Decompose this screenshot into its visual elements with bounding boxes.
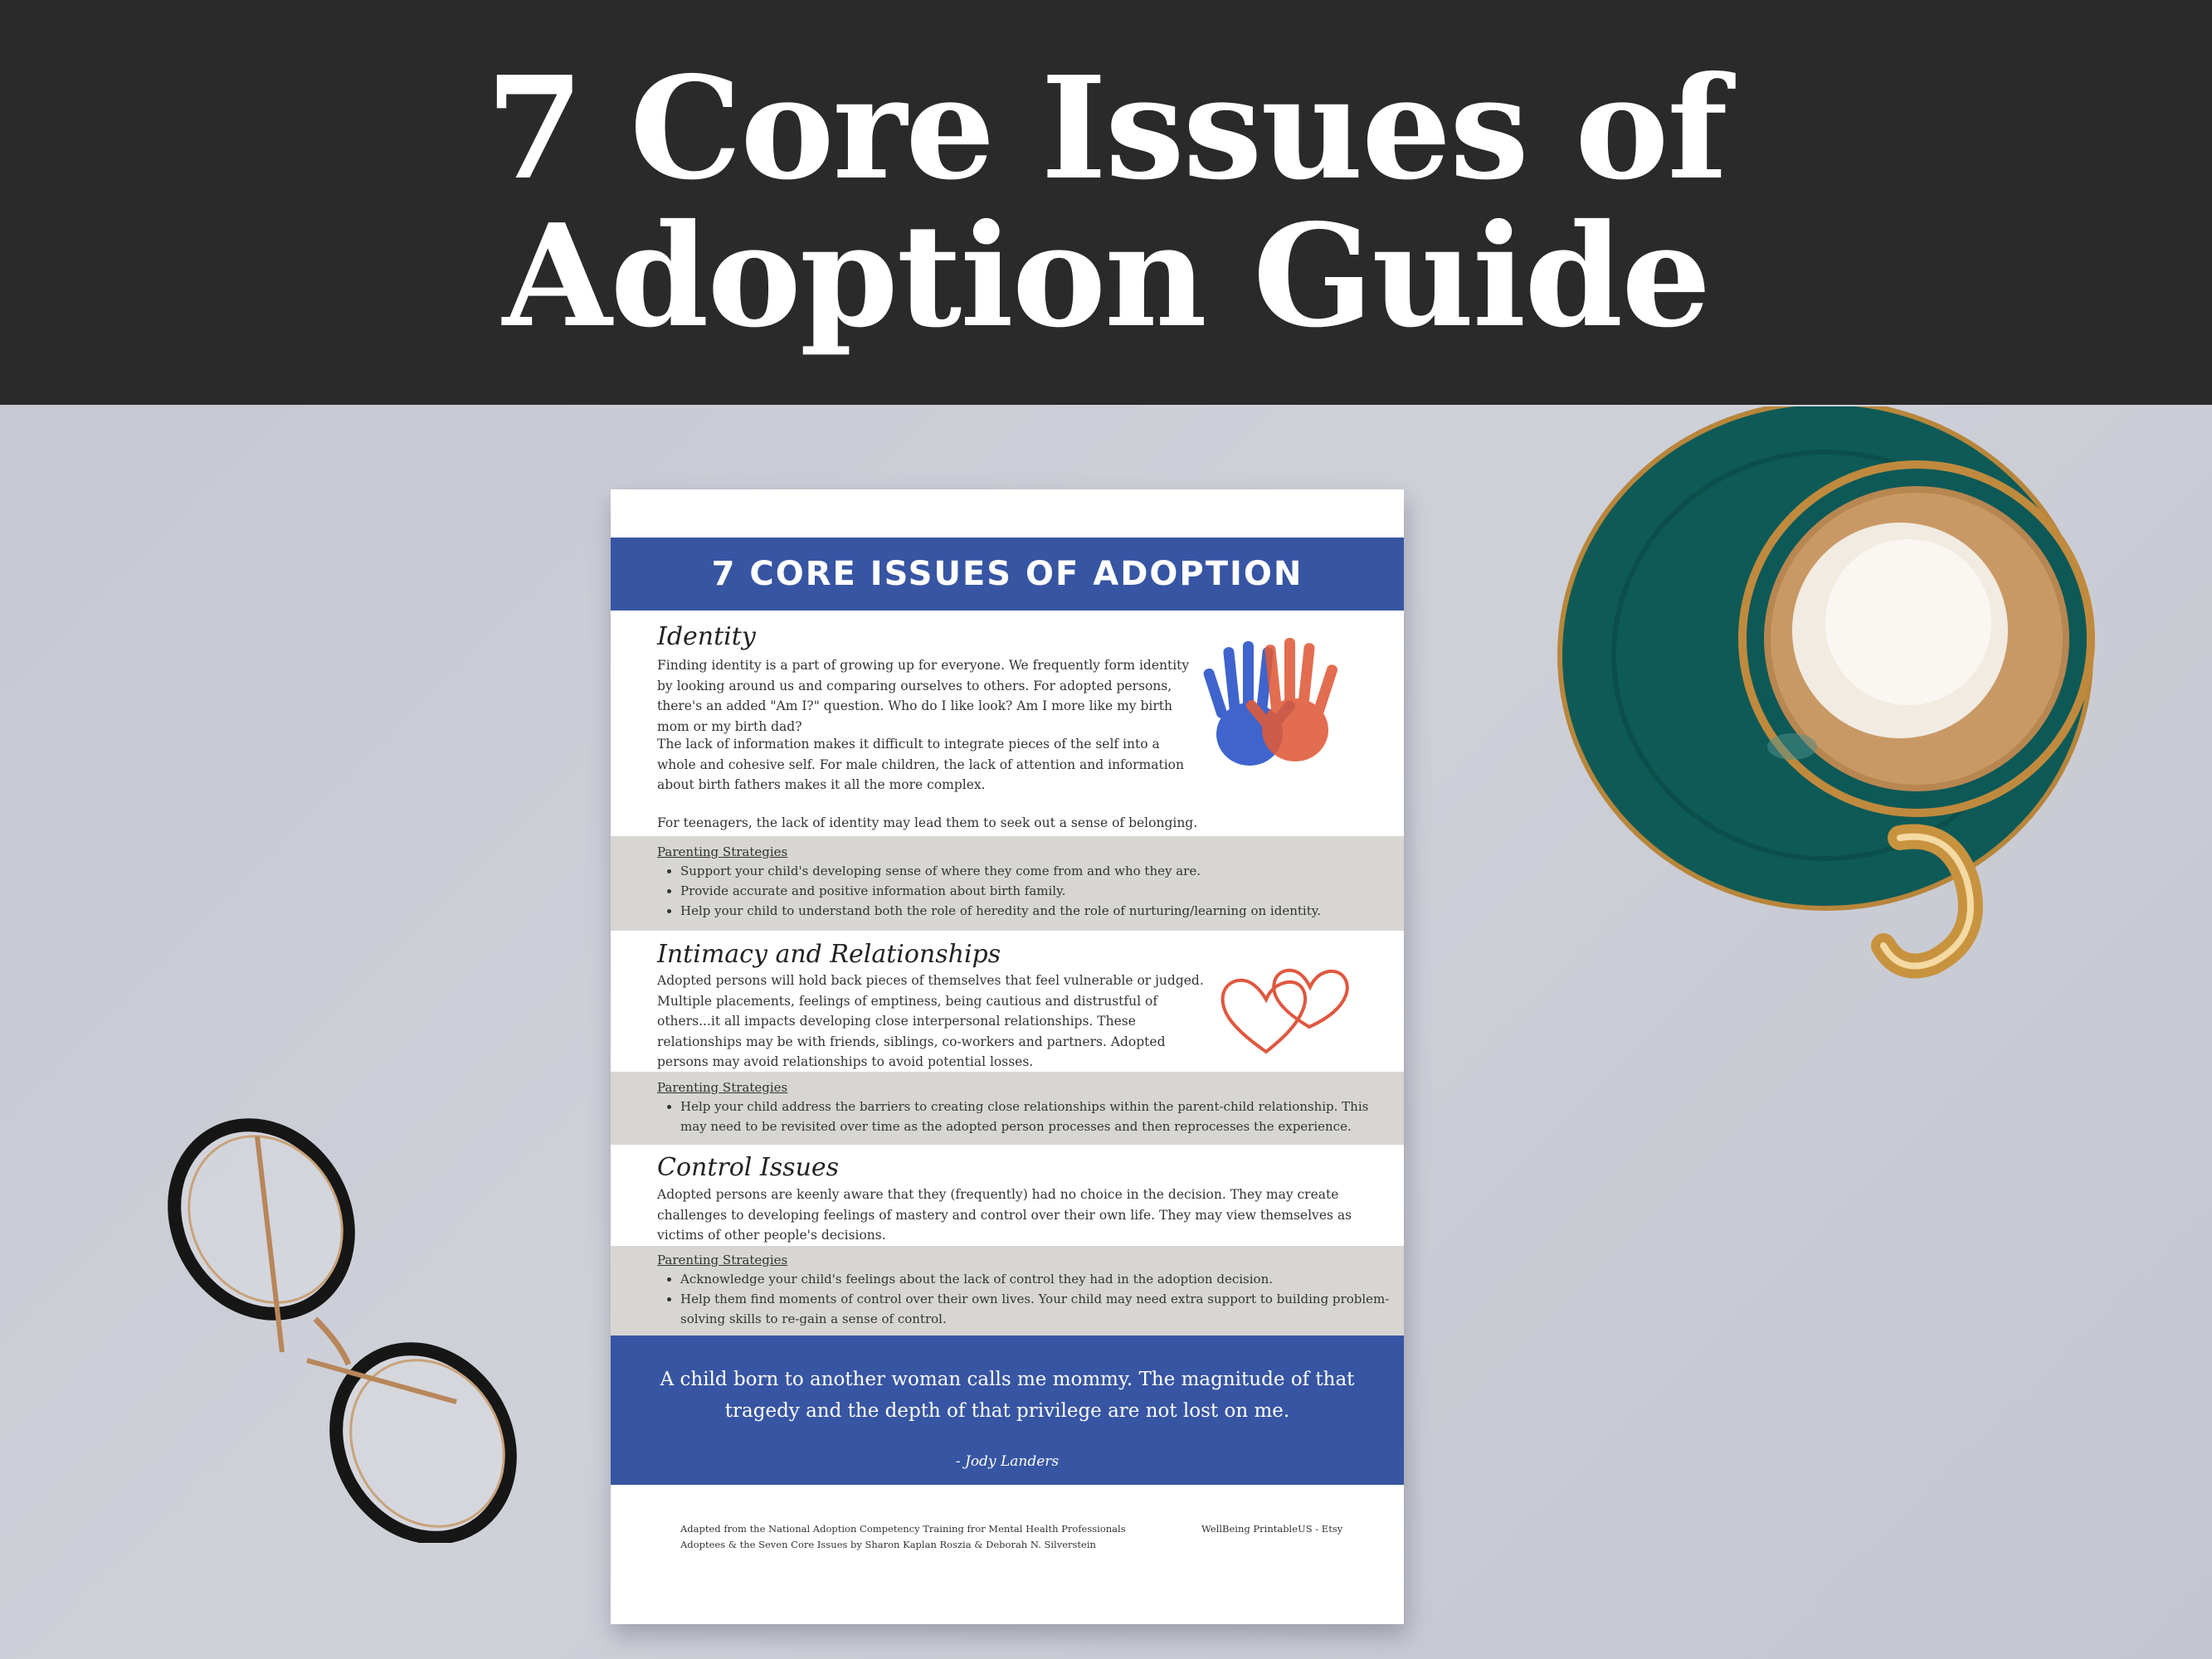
list-item: Help your child address the barriers to … (680, 1097, 1394, 1136)
document-title-bar: 7 CORE ISSUES OF ADOPTION (611, 538, 1404, 611)
intimacy-strategies-box: Parenting Strategies Help your child add… (611, 1072, 1404, 1145)
intimacy-paragraph: Adopted persons will hold back pieces of… (657, 973, 1204, 1069)
banner-title-line1: 7 Core Issues of (485, 46, 1727, 212)
title-banner: 7 Core Issues of Adoption Guide (0, 0, 2212, 405)
section-heading-intimacy: Intimacy and Relationships (657, 940, 1001, 969)
control-strategies-label: Parenting Strategies (657, 1253, 788, 1267)
quote-author: - Jody Landers (955, 1453, 1060, 1470)
intimacy-strategies-label: Parenting Strategies (657, 1080, 788, 1095)
list-item: Help them find moments of control over t… (680, 1289, 1394, 1329)
identity-paragraph-2: The lack of information makes it difficu… (657, 737, 1184, 792)
hearts-icon (1220, 968, 1349, 1054)
identity-paragraph-1: Finding identity is a part of growing up… (657, 658, 1190, 734)
guide-document: 7 CORE ISSUES OF ADOPTION Identity Findi… (611, 489, 1404, 1624)
list-item: Support your child's developing sense of… (680, 861, 1394, 881)
identity-strategies-label: Parenting Strategies (657, 844, 788, 859)
quote-text: A child born to another woman calls me m… (660, 1369, 1355, 1422)
handprints-icon (1203, 638, 1337, 766)
footer-credit: WellBeing PrintableUS - Etsy (1201, 1523, 1343, 1535)
eyeglasses-icon (168, 1118, 517, 1543)
identity-strategies-list: Support your child's developing sense of… (657, 861, 1394, 921)
document-title: 7 CORE ISSUES OF ADOPTION (711, 555, 1303, 593)
list-item: Provide accurate and positive informatio… (680, 881, 1394, 901)
identity-paragraph-3: For teenagers, the lack of identity may … (657, 815, 1198, 830)
control-paragraph: Adopted persons are keenly aware that th… (657, 1187, 1352, 1243)
intimacy-strategies-list: Help your child address the barriers to … (657, 1097, 1394, 1136)
footer-source-line-2: Adoptees & the Seven Core Issues by Shar… (680, 1539, 1096, 1550)
identity-strategies-box: Parenting Strategies Support your child'… (611, 836, 1404, 931)
section-heading-control: Control Issues (657, 1153, 840, 1182)
control-strategies-box: Parenting Strategies Acknowledge your ch… (611, 1246, 1404, 1335)
control-strategies-list: Acknowledge your child's feelings about … (657, 1269, 1394, 1329)
quote-box: A child born to another woman calls me m… (611, 1335, 1404, 1485)
footer-source-line-1: Adapted from the National Adoption Compe… (680, 1523, 1126, 1535)
list-item: Help your child to understand both the r… (680, 901, 1394, 921)
banner-title-line2: Adoption Guide (502, 193, 1712, 359)
list-item: Acknowledge your child's feelings about … (680, 1269, 1394, 1289)
footer-source: Adapted from the National Adoption Compe… (680, 1521, 1145, 1553)
section-heading-identity: Identity (657, 622, 756, 651)
coffee-cup-icon (1557, 406, 2095, 979)
